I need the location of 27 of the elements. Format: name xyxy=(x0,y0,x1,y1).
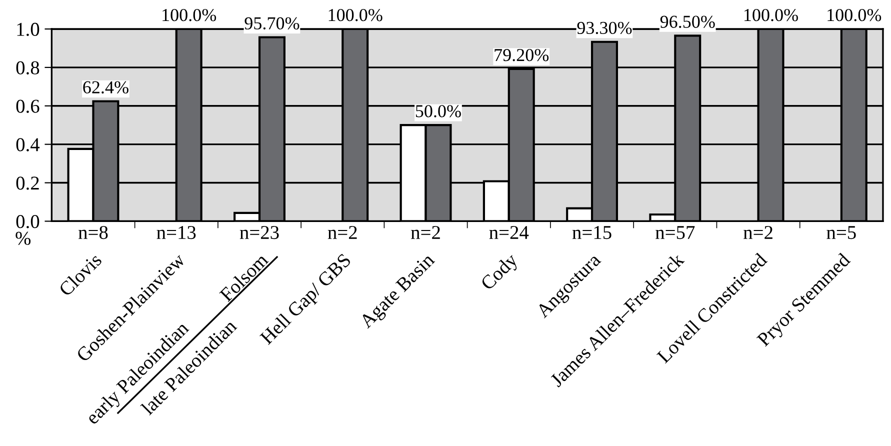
y-tick-label: 0.0 xyxy=(16,215,40,228)
data-label: 100.0% xyxy=(828,8,882,22)
text: n=15 xyxy=(572,226,612,240)
data-label: 96.50% xyxy=(660,16,715,28)
text: % xyxy=(16,232,31,245)
data-label: 62.4% xyxy=(83,81,128,94)
text: n=57 xyxy=(656,226,695,240)
text: n=5 xyxy=(826,226,856,240)
text: n=2 xyxy=(411,226,440,239)
text: n=2 xyxy=(744,226,772,239)
y-tick-label: 0.8 xyxy=(16,61,40,74)
text: n=23 xyxy=(240,226,279,240)
data-label: 93.30% xyxy=(577,22,632,34)
y-tick-label: 0.6 xyxy=(16,100,40,113)
text: n=2 xyxy=(328,226,357,239)
data-label: 79.20% xyxy=(494,48,549,62)
y-tick-label: 0.2 xyxy=(16,176,39,190)
text: n=24 xyxy=(489,226,529,239)
data-label: 100.0% xyxy=(744,8,798,22)
data-label: 50.0% xyxy=(416,105,461,118)
y-tick-label: 1.0 xyxy=(17,22,40,36)
data-label: 100.0% xyxy=(328,8,382,22)
text: n=8 xyxy=(78,226,108,240)
data-label: 95.70% xyxy=(244,17,300,30)
text: n=13 xyxy=(156,226,196,240)
y-tick-label: 0.4 xyxy=(16,138,40,152)
data-label: 100.0% xyxy=(162,8,216,22)
